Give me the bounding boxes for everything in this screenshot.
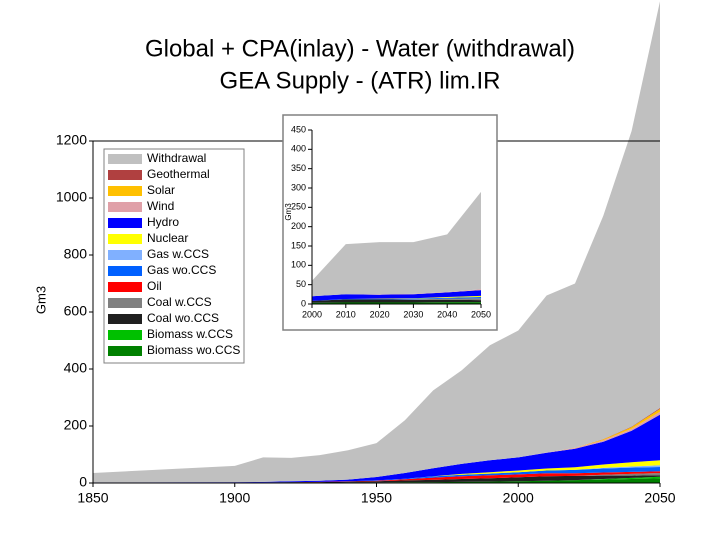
y-tick-label: 200 — [291, 221, 306, 231]
area — [93, 475, 660, 483]
y-tick-label: 1000 — [56, 189, 87, 205]
legend-swatch — [108, 314, 142, 324]
area — [93, 478, 660, 483]
chart-subtitle: GEA Supply - (ATR) lim.IR — [220, 67, 501, 94]
legend-label: Gas w.CCS — [147, 247, 209, 261]
y-tick-label: 1200 — [56, 132, 87, 148]
legend-label: Solar — [147, 183, 175, 197]
y-tick-label: 100 — [291, 260, 306, 270]
legend-swatch — [108, 186, 142, 196]
legend-swatch — [108, 170, 142, 180]
area — [312, 191, 481, 297]
legend-swatch — [108, 266, 142, 276]
x-tick-label: 2050 — [644, 490, 675, 506]
x-tick-label: 2000 — [503, 490, 534, 506]
legend-label: Coal w.CCS — [147, 295, 212, 309]
area — [312, 297, 481, 301]
y-tick-label: 450 — [291, 124, 306, 134]
legend-swatch — [108, 154, 142, 164]
x-tick-label: 2010 — [336, 309, 356, 319]
y-tick-label: 400 — [64, 360, 88, 376]
y-tick-label: 200 — [64, 417, 88, 433]
legend-label: Withdrawal — [147, 151, 206, 165]
legend-label: Hydro — [147, 215, 179, 229]
legend-label: Biomass wo.CCS — [147, 343, 240, 357]
legend-swatch — [108, 234, 142, 244]
inset-y-label: Gm3 — [284, 203, 293, 221]
area — [93, 467, 660, 483]
y-tick-label: 300 — [291, 182, 306, 192]
y-tick-label: 600 — [64, 303, 88, 319]
legend-label: Wind — [147, 199, 174, 213]
legend-label: Coal wo.CCS — [147, 311, 219, 325]
legend-swatch — [108, 346, 142, 356]
x-tick-label: 2040 — [437, 309, 457, 319]
area — [312, 299, 481, 303]
legend-swatch — [108, 330, 142, 340]
area — [93, 1, 660, 483]
legend-swatch — [108, 202, 142, 212]
legend-swatch — [108, 298, 142, 308]
legend-label: Gas wo.CCS — [147, 263, 216, 277]
y-tick-label: 0 — [79, 474, 87, 490]
y-tick-label: 150 — [291, 240, 306, 250]
y-tick-label: 0 — [301, 298, 306, 308]
area — [93, 414, 660, 483]
chart-title: Global + CPA(inlay) - Water (withdrawal) — [145, 35, 575, 62]
legend-label: Biomass w.CCS — [147, 327, 233, 341]
y-tick-label: 50 — [296, 279, 306, 289]
y-tick-label: 250 — [291, 202, 306, 212]
x-tick-label: 2000 — [302, 309, 322, 319]
legend-swatch — [108, 250, 142, 260]
area — [312, 298, 481, 301]
x-tick-label: 1950 — [361, 490, 392, 506]
x-tick-label: 2020 — [370, 309, 390, 319]
legend-label: Nuclear — [147, 231, 188, 245]
y-tick-label: 800 — [64, 246, 88, 262]
y-axis-label: Gm3 — [33, 286, 48, 314]
y-tick-label: 400 — [291, 144, 306, 154]
x-tick-label: 1850 — [77, 490, 108, 506]
x-tick-label: 1900 — [219, 490, 250, 506]
legend-swatch — [108, 282, 142, 292]
y-tick-label: 350 — [291, 163, 306, 173]
x-tick-label: 2030 — [403, 309, 423, 319]
x-tick-label: 2050 — [471, 309, 491, 319]
area — [312, 290, 481, 301]
legend-label: Oil — [147, 279, 162, 293]
legend-label: Geothermal — [147, 167, 210, 181]
legend-swatch — [108, 218, 142, 228]
